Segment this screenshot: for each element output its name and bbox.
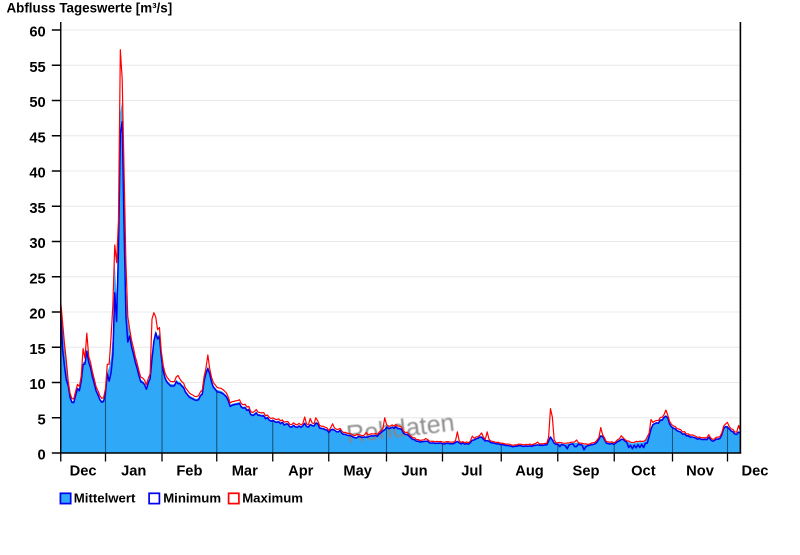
svg-text:Oct: Oct (631, 464, 656, 480)
svg-text:Aug: Aug (515, 464, 544, 480)
svg-text:0: 0 (38, 448, 46, 464)
svg-text:25: 25 (29, 271, 45, 287)
svg-text:Minimum: Minimum (163, 491, 221, 506)
svg-text:Sep: Sep (573, 464, 600, 480)
svg-text:60: 60 (29, 25, 45, 41)
svg-text:30: 30 (29, 236, 45, 252)
svg-text:Maximum: Maximum (242, 491, 303, 506)
svg-text:45: 45 (29, 130, 45, 146)
svg-text:5: 5 (38, 412, 46, 428)
svg-text:Dec: Dec (742, 464, 769, 480)
svg-text:Mittelwert: Mittelwert (74, 491, 136, 506)
svg-text:Dec: Dec (70, 464, 97, 480)
svg-text:Jul: Jul (461, 464, 482, 480)
svg-text:40: 40 (29, 166, 45, 182)
svg-text:Apr: Apr (288, 464, 314, 480)
svg-text:50: 50 (29, 95, 45, 111)
svg-text:20: 20 (29, 307, 45, 323)
svg-text:Jun: Jun (401, 464, 427, 480)
svg-text:Jan: Jan (121, 464, 146, 480)
svg-text:35: 35 (29, 201, 45, 217)
svg-text:55: 55 (29, 60, 45, 76)
svg-text:10: 10 (29, 377, 45, 393)
svg-text:Mar: Mar (232, 464, 258, 480)
svg-text:Feb: Feb (176, 464, 202, 480)
svg-text:May: May (343, 464, 372, 480)
svg-text:15: 15 (29, 342, 45, 358)
svg-text:Nov: Nov (686, 464, 715, 480)
svg-text:Abfluss Tageswerte [m³/s]: Abfluss Tageswerte [m³/s] (7, 1, 173, 16)
